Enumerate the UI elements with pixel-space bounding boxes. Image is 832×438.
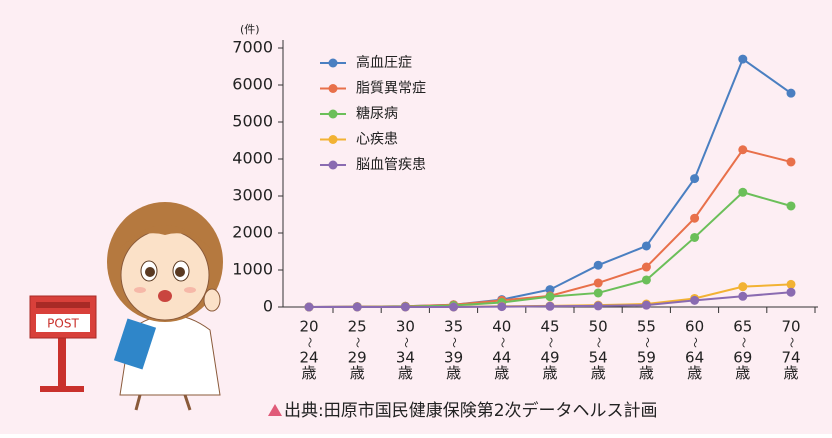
x-tick-label: 40 (492, 318, 511, 336)
x-tick-label: 〜 (737, 337, 750, 348)
x-tick-label: 35 (444, 318, 463, 336)
x-tick-label: 〜 (303, 337, 316, 348)
point (449, 303, 458, 312)
legend-label: 脂質異常症 (356, 81, 426, 97)
x-tick-label: 65 (733, 318, 752, 336)
point (787, 288, 796, 297)
x-tick-label: 歳 (687, 364, 702, 382)
x-tick-label: 〜 (592, 337, 605, 348)
point (738, 188, 747, 197)
point (690, 214, 699, 223)
x-tick-label: 〜 (640, 337, 653, 348)
x-tick-label: 50 (589, 318, 608, 336)
x-tick-label: 25 (348, 318, 367, 336)
point (594, 301, 603, 310)
x-tick-label: 55 (637, 318, 656, 336)
y-tick-label: 4000 (232, 149, 273, 168)
legend-marker (329, 59, 338, 68)
legend-marker (329, 135, 338, 144)
point (642, 241, 651, 250)
point (787, 157, 796, 166)
x-tick-label: 〜 (448, 337, 461, 348)
x-tick-label: 歳 (639, 364, 654, 382)
x-tick-label: 60 (685, 318, 704, 336)
post-sign: POST (47, 317, 79, 331)
x-tick-label: 歳 (446, 364, 461, 382)
point (353, 303, 362, 312)
x-tick-label: 歳 (494, 364, 509, 382)
y-tick-label: 7000 (232, 38, 273, 57)
point (546, 292, 555, 301)
y-tick-label: 5000 (232, 112, 273, 131)
x-tick-label: 〜 (544, 337, 557, 348)
x-tick-label: 歳 (542, 364, 557, 382)
point (546, 302, 555, 311)
x-tick-label: 30 (396, 318, 415, 336)
point (642, 301, 651, 310)
x-tick-label: 歳 (301, 364, 316, 382)
legend-label: 糖尿病 (356, 106, 398, 122)
chart: POST (件) 出典:田原市国民健康保険第2次データヘルス計画 0 1000 20… (0, 0, 832, 434)
x-tick-label: 歳 (350, 364, 365, 382)
x-tick-label: 〜 (496, 337, 509, 348)
legend-marker (329, 84, 338, 93)
legend-marker (329, 161, 338, 170)
point (738, 292, 747, 301)
point (738, 55, 747, 64)
point (690, 296, 699, 305)
x-tick-label: 20 (299, 318, 318, 336)
x-tick-label: 〜 (399, 337, 412, 348)
y-tick-label: 2000 (232, 223, 273, 242)
x-tick-label: 70 (781, 318, 800, 336)
x-tick-label: 歳 (735, 364, 750, 382)
y-tick-label: 0 (263, 297, 273, 316)
point (690, 174, 699, 183)
x-tick-label: 45 (540, 318, 559, 336)
point (787, 89, 796, 98)
legend-label: 高血圧症 (356, 54, 412, 71)
source: 出典:田原市国民健康保険第2次データヘルス計画 (284, 400, 658, 421)
point (787, 280, 796, 289)
point (738, 282, 747, 291)
y-tick-label: 6000 (232, 75, 273, 94)
x-tick-label: 歳 (398, 364, 413, 382)
point (594, 278, 603, 287)
point (594, 261, 603, 270)
x-tick-label: 歳 (591, 364, 606, 382)
y-tick-label: 3000 (232, 186, 273, 205)
y-unit: (件) (240, 23, 260, 36)
y-tick-label: 1000 (232, 260, 273, 279)
x-tick-label: 〜 (785, 337, 798, 348)
point (642, 263, 651, 272)
x-tick-label: 〜 (689, 337, 702, 348)
point (594, 288, 603, 297)
legend-label: 心疾患 (356, 132, 398, 148)
point (642, 275, 651, 284)
point (738, 145, 747, 154)
legend-label: 脳血管疾患 (356, 157, 426, 173)
x-tick-label: 〜 (351, 337, 364, 348)
point (787, 201, 796, 210)
legend-marker (329, 110, 338, 119)
x-tick-label: 歳 (783, 364, 798, 382)
point (497, 302, 506, 311)
point (690, 233, 699, 242)
point (305, 303, 314, 312)
point (401, 303, 410, 312)
